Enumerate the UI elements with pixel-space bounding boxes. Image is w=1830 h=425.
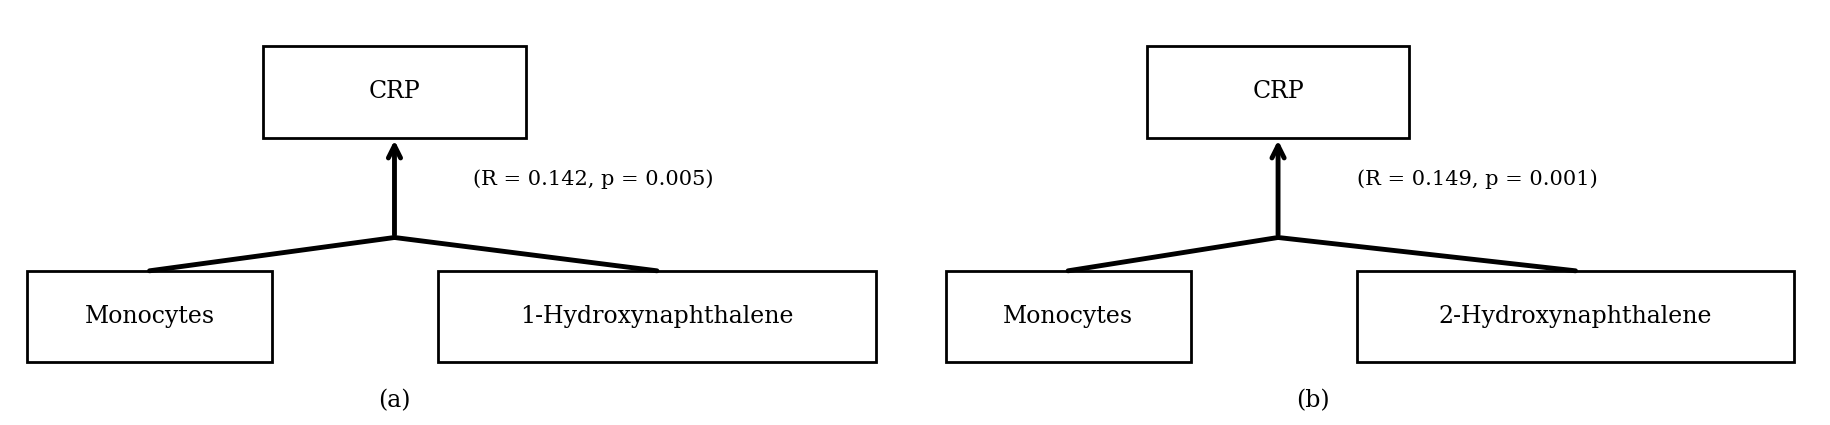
Text: 2-Hydroxynaphthalene: 2-Hydroxynaphthalene: [1438, 305, 1713, 328]
Text: 1-Hydroxynaphthalene: 1-Hydroxynaphthalene: [520, 305, 794, 328]
Bar: [946, 271, 1191, 363]
Text: Monocytes: Monocytes: [1003, 305, 1133, 328]
Bar: [27, 271, 273, 363]
Text: CRP: CRP: [368, 80, 421, 103]
Text: CRP: CRP: [1252, 80, 1305, 103]
Text: (R = 0.142, p = 0.005): (R = 0.142, p = 0.005): [474, 169, 714, 189]
Bar: [264, 46, 525, 138]
Text: (b): (b): [1296, 389, 1330, 412]
Bar: [1356, 271, 1793, 363]
Text: (R = 0.149, p = 0.001): (R = 0.149, p = 0.001): [1356, 169, 1598, 189]
Text: (a): (a): [379, 389, 410, 412]
Bar: [437, 271, 875, 363]
Text: Monocytes: Monocytes: [84, 305, 214, 328]
Bar: [1147, 46, 1409, 138]
